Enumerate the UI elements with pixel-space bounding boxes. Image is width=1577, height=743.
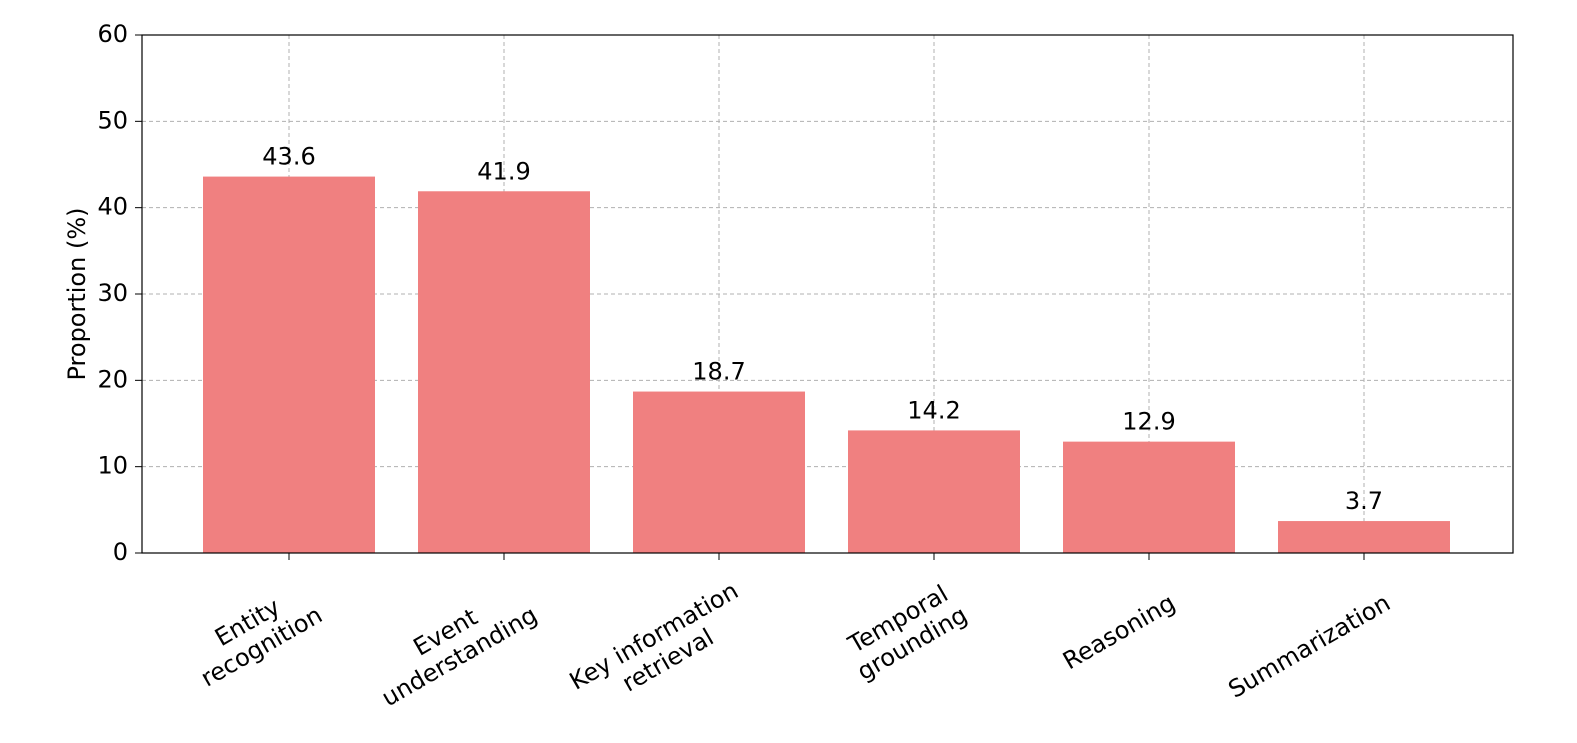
bar	[203, 176, 375, 553]
y-tick-label: 10	[97, 452, 128, 480]
plot-frame	[141, 34, 1514, 554]
x-tick-group: Key informationretrieval	[565, 576, 757, 719]
bar	[1063, 441, 1235, 553]
y-tick-label: 20	[97, 365, 128, 393]
x-tick-label: Entityrecognition	[182, 576, 327, 692]
y-tick-label: 40	[97, 193, 128, 221]
value-label: 43.6	[262, 143, 315, 171]
value-label: 41.9	[477, 157, 530, 185]
value-label: 18.7	[692, 358, 745, 386]
x-tick-group: Temporalgrounding	[838, 576, 972, 686]
bar	[633, 391, 805, 553]
value-label: 14.2	[907, 396, 960, 424]
x-tick-group: Summarization	[1224, 589, 1395, 704]
x-tick-label: Eventunderstanding	[363, 576, 542, 712]
y-tick-label: 60	[97, 20, 128, 48]
y-tick-label: 30	[97, 279, 128, 307]
x-tick-group: Entityrecognition	[182, 576, 327, 693]
x-tick-label: Reasoning	[1058, 589, 1180, 676]
value-label: 3.7	[1345, 487, 1383, 515]
y-tick-label: 50	[97, 106, 128, 134]
x-tick-group: Eventunderstanding	[363, 576, 542, 712]
y-tick-label: 0	[113, 538, 128, 566]
bar	[418, 191, 590, 553]
x-tick-label: Temporalgrounding	[838, 576, 972, 686]
bar	[1278, 521, 1450, 553]
x-tick-label: Summarization	[1224, 589, 1395, 704]
y-axis-label: Proportion (%)	[63, 208, 91, 381]
bar	[848, 430, 1020, 553]
x-tick-group: Reasoning	[1058, 589, 1180, 676]
x-tick-label: Key informationretrieval	[565, 576, 757, 719]
value-label: 12.9	[1122, 408, 1175, 436]
